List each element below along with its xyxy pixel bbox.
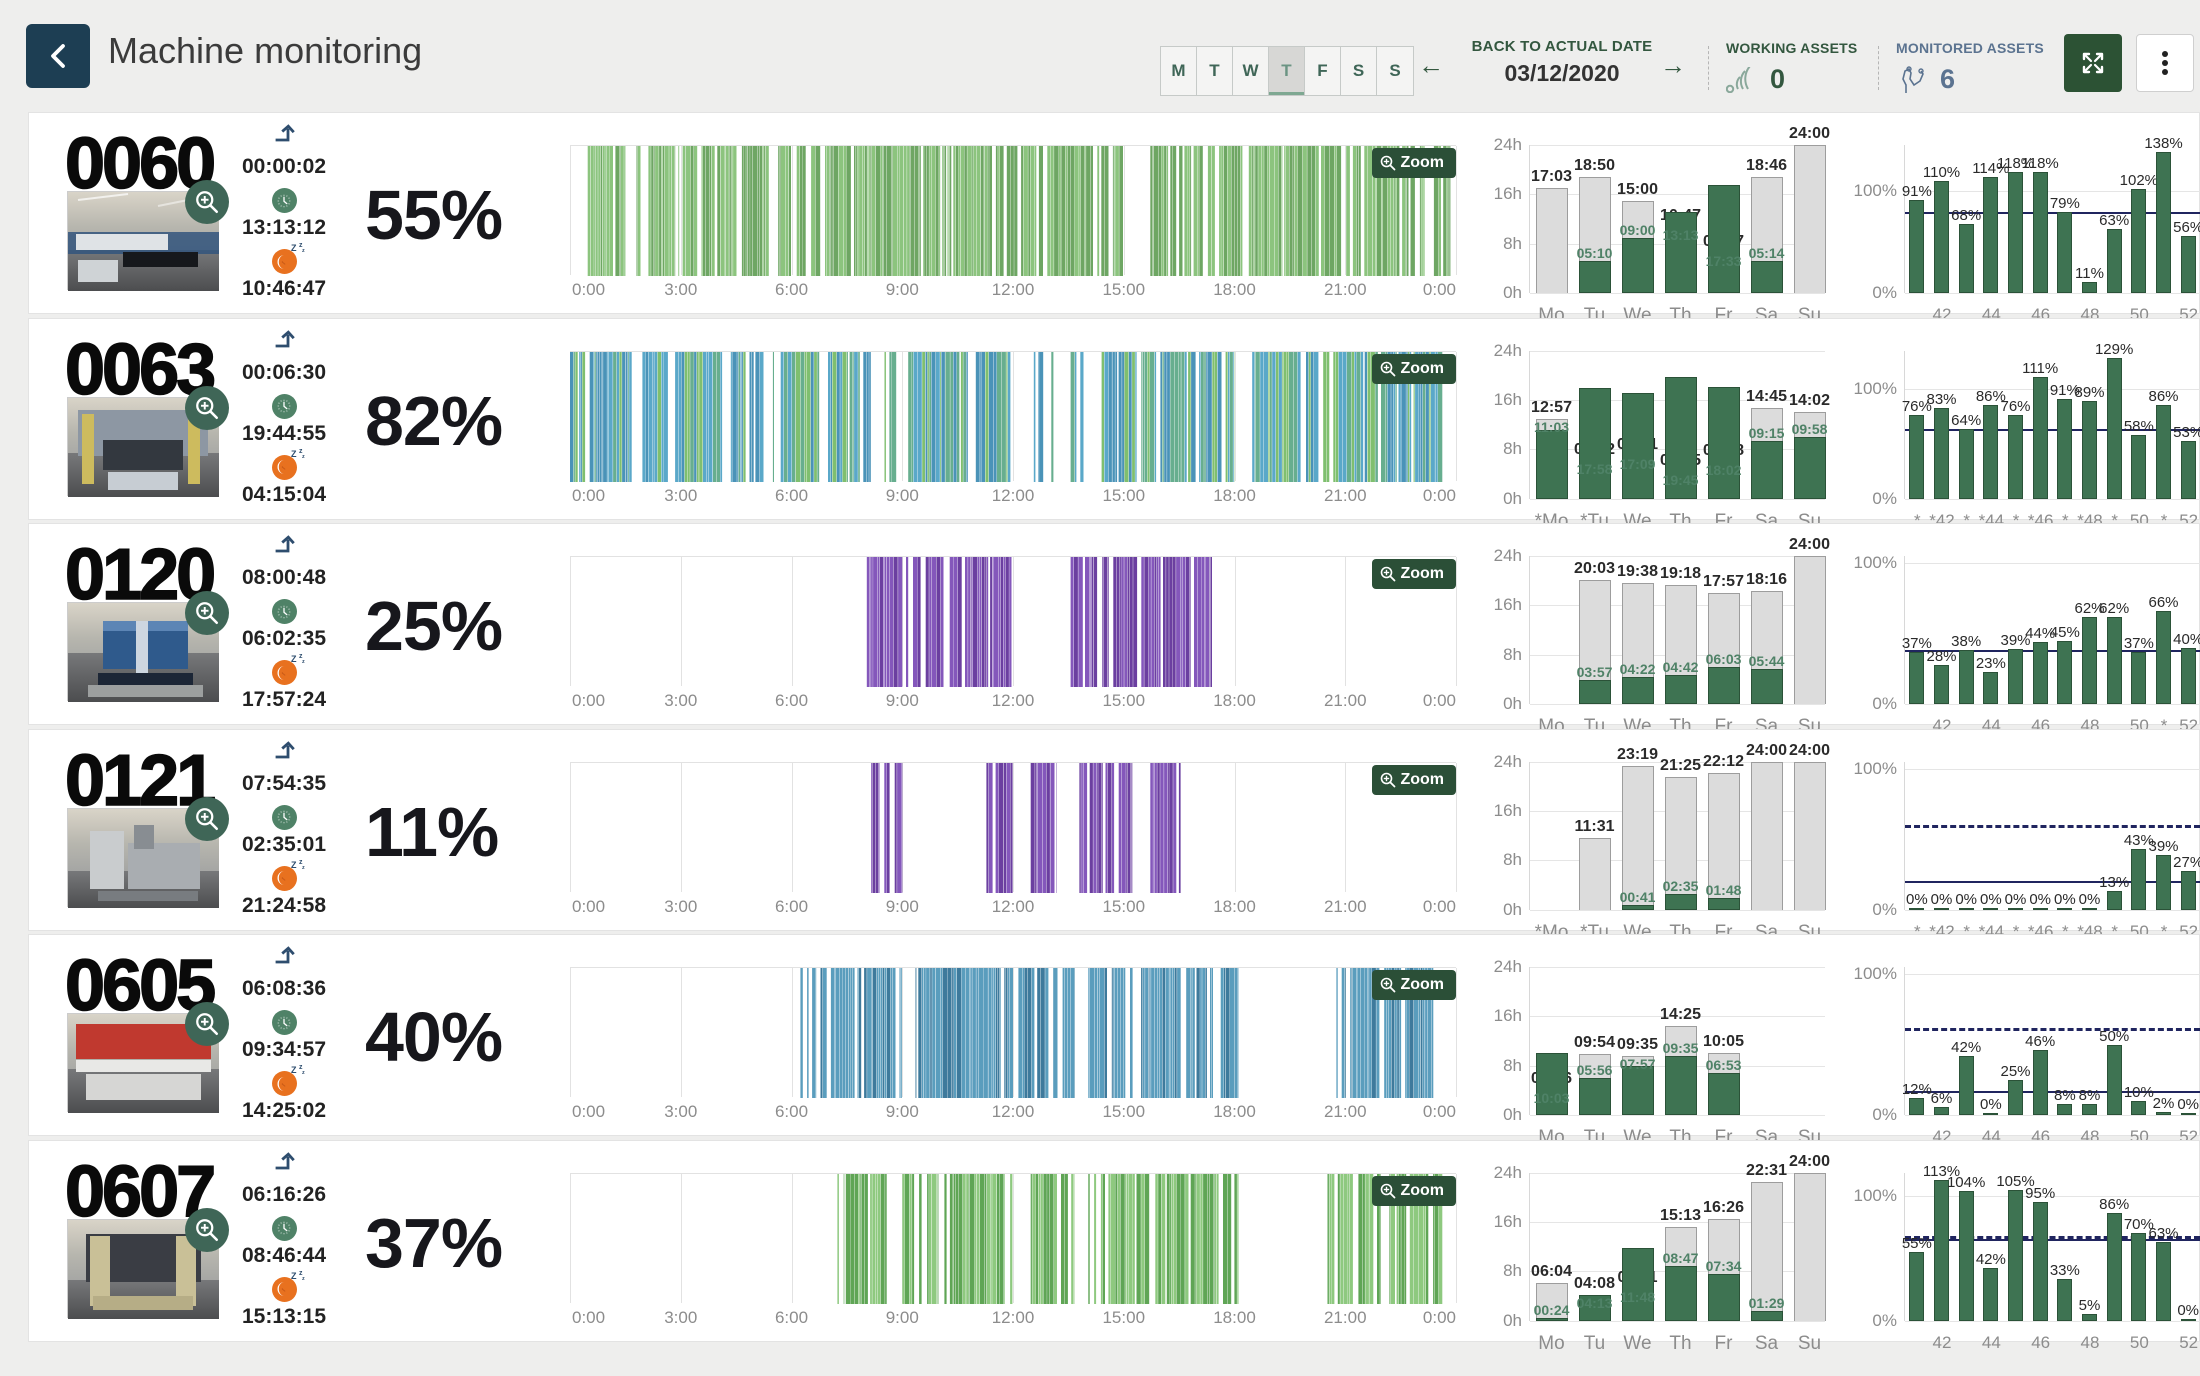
svg-text:z: z bbox=[302, 865, 305, 871]
svg-text:z: z bbox=[302, 659, 305, 665]
svg-text:z: z bbox=[302, 454, 305, 460]
svg-text:Z: Z bbox=[291, 654, 297, 664]
svg-text:Z: Z bbox=[291, 243, 297, 253]
svg-text:z: z bbox=[302, 1070, 305, 1076]
svg-text:Z: Z bbox=[291, 449, 297, 459]
svg-text:Z: Z bbox=[291, 1271, 297, 1281]
svg-text:Z: Z bbox=[291, 1065, 297, 1075]
svg-text:Z: Z bbox=[291, 860, 297, 870]
svg-text:z: z bbox=[302, 1276, 305, 1282]
svg-text:z: z bbox=[302, 248, 305, 254]
